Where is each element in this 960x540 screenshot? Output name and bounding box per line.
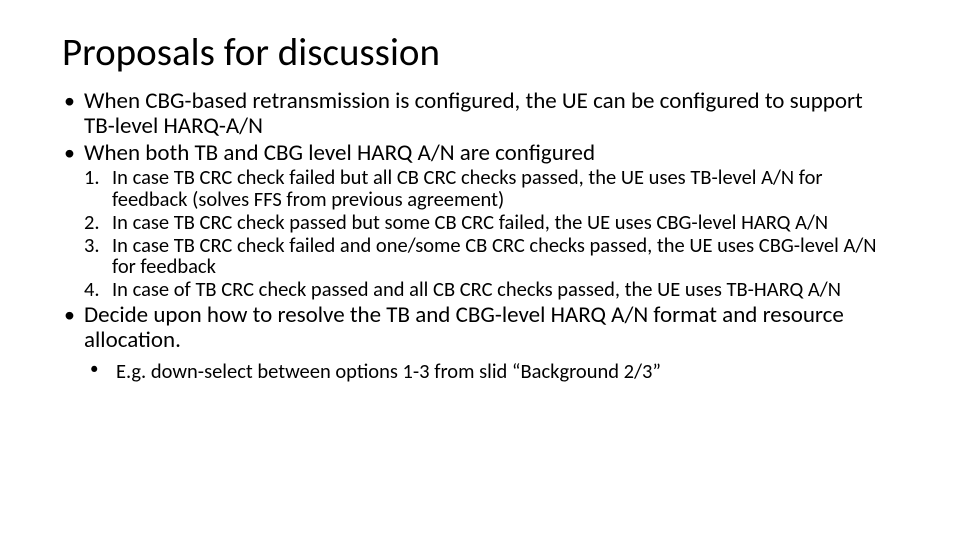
bullet-1: When CBG-based retransmission is configu… bbox=[62, 89, 898, 139]
slide-title: Proposals for discussion bbox=[62, 32, 898, 75]
bullet-2: When both TB and CBG level HARQ A/N are … bbox=[62, 141, 898, 166]
num-label-4: 4. bbox=[84, 279, 100, 301]
num-item-4: 4. In case of TB CRC check passed and al… bbox=[84, 279, 898, 301]
num-text-1: In case TB CRC check failed but all CB C… bbox=[112, 164, 823, 212]
level1-list-2: Decide upon how to resolve the TB and CB… bbox=[62, 303, 898, 353]
numbered-list: 1. In case TB CRC check failed but all C… bbox=[62, 167, 898, 300]
num-text-4: In case of TB CRC check passed and all C… bbox=[112, 276, 841, 302]
num-label-2: 2. bbox=[84, 212, 100, 234]
slide-container: Proposals for discussion When CBG-based … bbox=[0, 0, 960, 540]
level3-list: E.g. down-select between options 1-3 fro… bbox=[62, 360, 898, 383]
sub-bullet-1: E.g. down-select between options 1-3 fro… bbox=[86, 360, 898, 383]
num-text-3: In case TB CRC check failed and one/some… bbox=[112, 232, 876, 280]
num-label-3: 3. bbox=[84, 235, 100, 257]
num-item-1: 1. In case TB CRC check failed but all C… bbox=[84, 167, 898, 210]
bullet-3: Decide upon how to resolve the TB and CB… bbox=[62, 303, 898, 353]
num-label-1: 1. bbox=[84, 167, 100, 189]
num-item-3: 3. In case TB CRC check failed and one/s… bbox=[84, 235, 898, 278]
level1-list: When CBG-based retransmission is configu… bbox=[62, 89, 898, 165]
num-item-2: 2. In case TB CRC check passed but some … bbox=[84, 212, 898, 234]
